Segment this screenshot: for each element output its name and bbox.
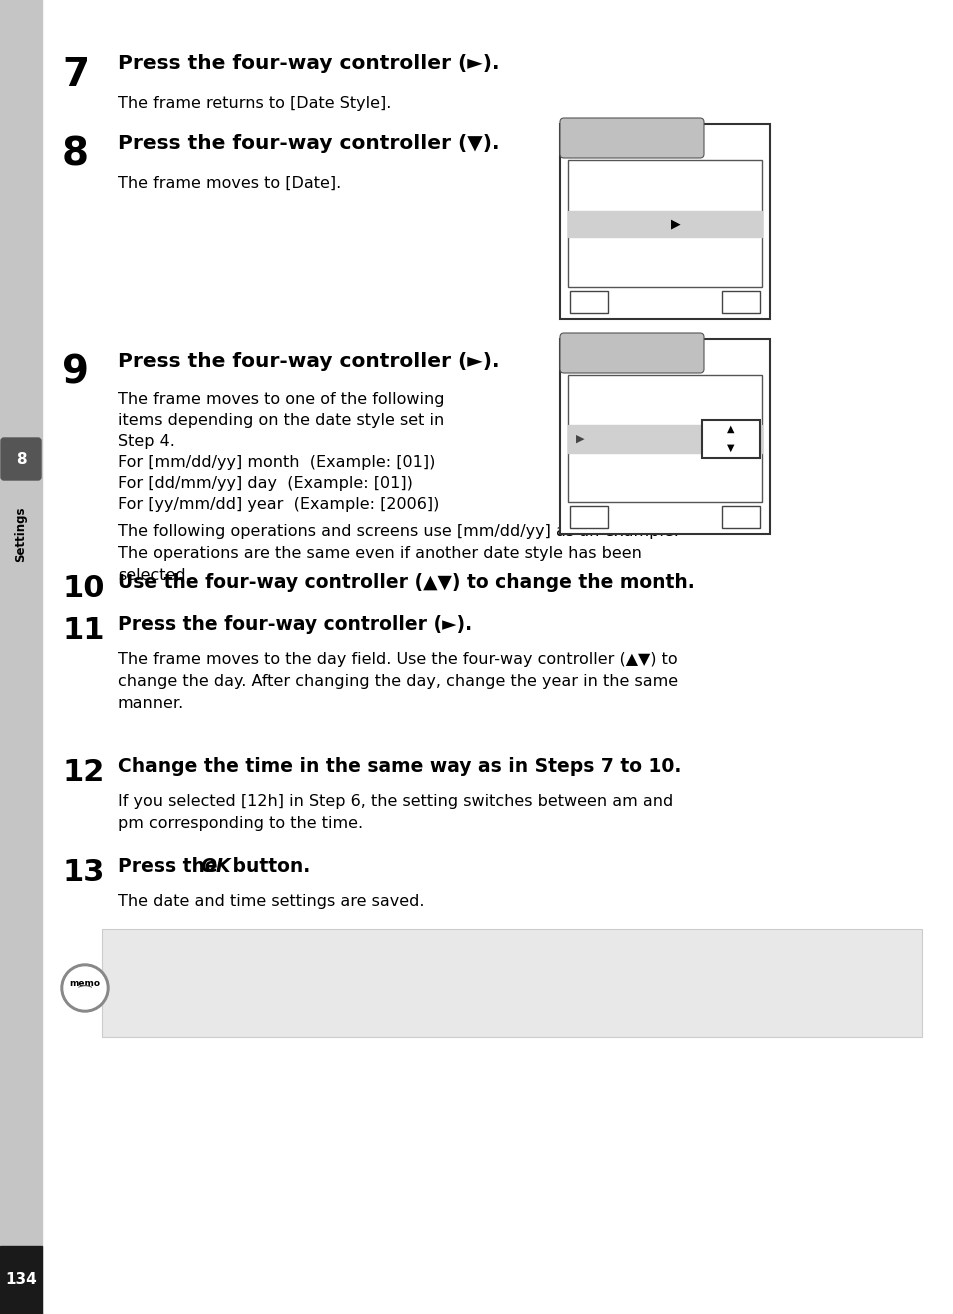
Text: OK: OK xyxy=(478,949,503,964)
Text: 12: 12 xyxy=(62,758,104,787)
Bar xyxy=(559,124,769,319)
Bar xyxy=(721,506,760,528)
Text: OK: OK xyxy=(618,972,642,988)
Text: 13: 13 xyxy=(62,858,104,887)
Text: ▼: ▼ xyxy=(726,443,734,453)
Text: ▲: ▲ xyxy=(726,424,734,434)
Text: 7: 7 xyxy=(62,57,89,95)
Bar xyxy=(701,419,760,457)
Text: 134: 134 xyxy=(5,1272,37,1288)
Text: Press the four-way controller (▼).: Press the four-way controller (▼). xyxy=(118,134,499,152)
Text: When you finish the settings and press the: When you finish the settings and press t… xyxy=(165,949,497,964)
Text: The frame moves to one of the following: The frame moves to one of the following xyxy=(118,392,444,407)
Text: memo: memo xyxy=(70,979,100,988)
Circle shape xyxy=(61,964,109,1012)
Bar xyxy=(721,290,760,313)
Text: Press the four-way controller (►).: Press the four-way controller (►). xyxy=(118,352,499,371)
FancyBboxPatch shape xyxy=(1,438,41,480)
Text: button.: button. xyxy=(226,857,310,876)
Text: The date and time settings are saved.: The date and time settings are saved. xyxy=(118,894,424,909)
FancyBboxPatch shape xyxy=(559,332,703,373)
Text: ▶: ▶ xyxy=(576,434,584,444)
Text: ⁀: ⁀ xyxy=(79,988,91,1003)
FancyBboxPatch shape xyxy=(559,118,703,158)
Bar xyxy=(567,424,761,452)
Text: 10: 10 xyxy=(62,574,105,603)
Bar xyxy=(569,290,607,313)
Text: ▶: ▶ xyxy=(670,217,679,230)
Text: Step 4.: Step 4. xyxy=(118,434,174,449)
Text: If you selected [12h] in Step 6, the setting switches between am and
pm correspo: If you selected [12h] in Step 6, the set… xyxy=(118,794,673,832)
Text: 8: 8 xyxy=(62,137,89,173)
Text: For [dd/mm/yy] day  (Example: [01]): For [dd/mm/yy] day (Example: [01]) xyxy=(118,476,413,491)
Text: Settings: Settings xyxy=(14,506,28,562)
Bar xyxy=(567,210,761,237)
Bar xyxy=(569,506,607,528)
Text: button, the camera: button, the camera xyxy=(500,949,654,964)
Text: The frame returns to [Date Style].: The frame returns to [Date Style]. xyxy=(118,96,391,110)
Bar xyxy=(0,0,42,1314)
Text: button: button xyxy=(639,972,695,988)
Circle shape xyxy=(64,967,106,1009)
Text: Press the: Press the xyxy=(118,857,224,876)
Text: 11: 11 xyxy=(62,616,105,645)
Text: Press the four-way controller (►).: Press the four-way controller (►). xyxy=(118,615,472,633)
Text: The following operations and screens use [mm/dd/yy] as an example.
The operation: The following operations and screens use… xyxy=(118,524,679,583)
Text: The frame moves to [Date].: The frame moves to [Date]. xyxy=(118,176,341,191)
Text: For [yy/mm/dd] year  (Example: [2006]): For [yy/mm/dd] year (Example: [2006]) xyxy=(118,497,439,512)
Text: OK: OK xyxy=(200,857,231,876)
Text: clock is reset to 00 seconds. To set the exact time, press the: clock is reset to 00 seconds. To set the… xyxy=(165,972,634,988)
Bar xyxy=(567,160,761,286)
Text: items depending on the date style set in: items depending on the date style set in xyxy=(118,413,444,428)
Text: 9: 9 xyxy=(62,353,89,392)
Text: Change the time in the same way as in Steps 7 to 10.: Change the time in the same way as in St… xyxy=(118,757,680,777)
Bar xyxy=(559,339,769,533)
Text: Press the four-way controller (►).: Press the four-way controller (►). xyxy=(118,54,499,74)
Bar xyxy=(567,374,761,502)
Bar xyxy=(0,1246,42,1314)
Text: Use the four-way controller (▲▼) to change the month.: Use the four-way controller (▲▼) to chan… xyxy=(118,573,694,593)
Text: 8: 8 xyxy=(15,452,27,466)
Text: when the time signal (on the TV, radio, etc.) reaches 00 seconds.: when the time signal (on the TV, radio, … xyxy=(165,997,665,1012)
Text: The frame moves to the day field. Use the four-way controller (▲▼) to
change the: The frame moves to the day field. Use th… xyxy=(118,652,678,711)
Text: For [mm/dd/yy] month  (Example: [01]): For [mm/dd/yy] month (Example: [01]) xyxy=(118,455,435,470)
Bar xyxy=(102,929,921,1037)
